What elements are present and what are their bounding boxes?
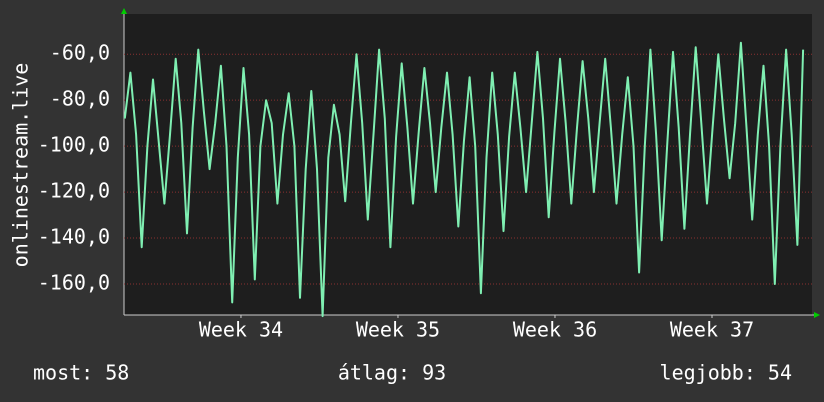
axis-arrow — [121, 8, 127, 14]
footer-current: most: 58 — [33, 361, 129, 385]
y-tick-label: -100,0 — [38, 133, 110, 157]
x-tick-label: Week 36 — [513, 318, 597, 342]
axis-arrow — [814, 312, 820, 318]
data-line — [123, 41, 805, 318]
y-tick-label: -140,0 — [38, 225, 110, 249]
y-tick-label: -80,0 — [50, 87, 110, 111]
y-tick-label: -60,0 — [50, 41, 110, 65]
y-axis-label: onlinestream.live — [9, 63, 33, 268]
y-tick-label: -120,0 — [38, 179, 110, 203]
x-tick-label: Week 35 — [356, 318, 440, 342]
footer-best: legjobb: 54 — [660, 361, 792, 385]
x-tick-label: Week 37 — [670, 318, 754, 342]
y-tick-label: -160,0 — [38, 270, 110, 294]
footer-average: átlag: 93 — [338, 361, 446, 385]
x-tick-label: Week 34 — [199, 318, 283, 342]
